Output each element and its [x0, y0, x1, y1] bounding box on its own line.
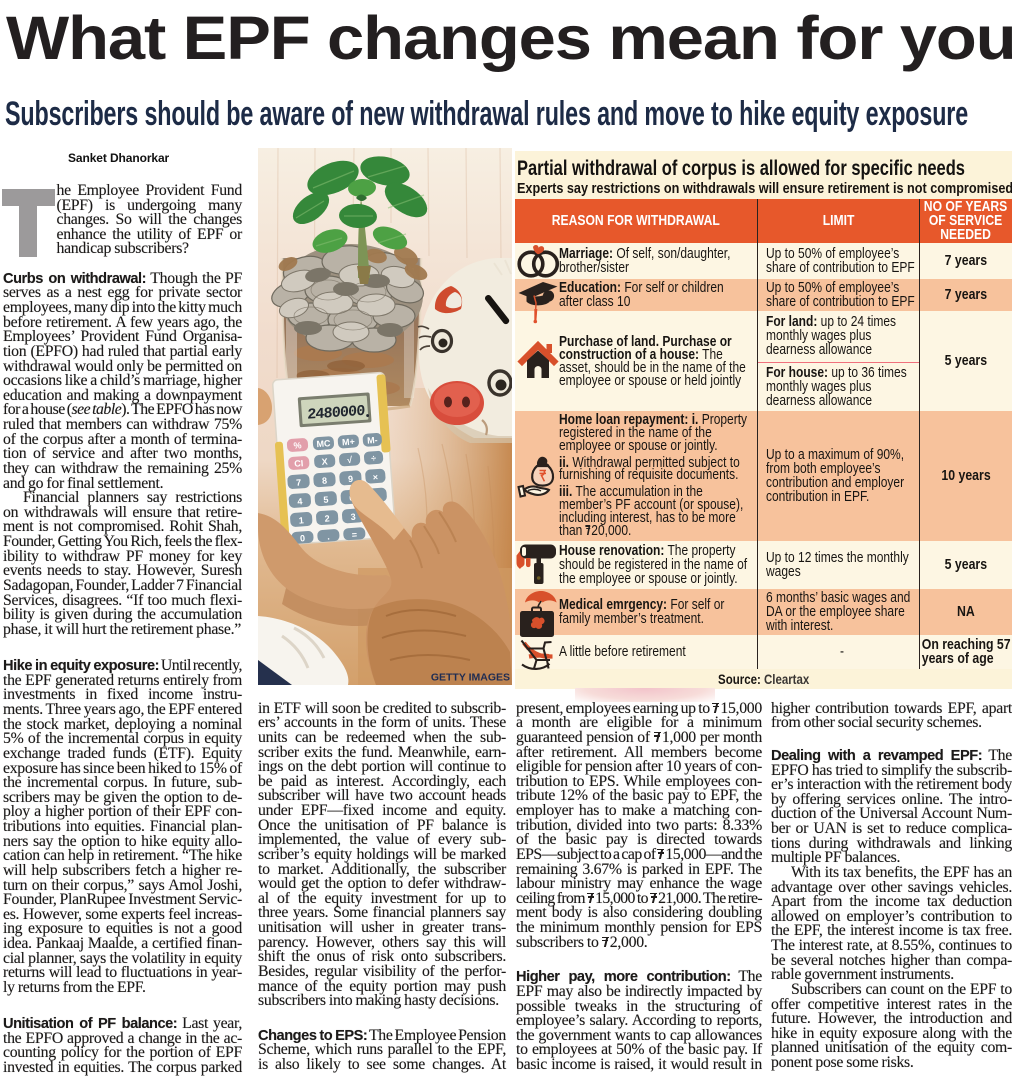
svg-text:.: . [327, 532, 330, 542]
svg-text:×: × [372, 472, 378, 482]
svg-text:5: 5 [323, 495, 329, 505]
svg-text:2: 2 [324, 513, 330, 523]
svg-text:2480000: 2480000 [307, 402, 365, 424]
svg-text:÷: ÷ [371, 453, 377, 463]
svg-text:GETTY IMAGES: GETTY IMAGES [431, 672, 510, 684]
svg-text:8: 8 [322, 476, 328, 486]
svg-text:1: 1 [298, 515, 304, 525]
svg-text:%: % [293, 440, 302, 451]
svg-text:M+: M+ [342, 437, 355, 448]
svg-text:MC: MC [316, 438, 331, 449]
svg-text:=: = [351, 530, 357, 540]
svg-text:X: X [321, 456, 328, 466]
svg-text:CI: CI [294, 458, 304, 469]
svg-text:M-: M- [367, 435, 378, 446]
svg-text:√: √ [347, 455, 353, 465]
svg-text:9: 9 [348, 474, 354, 484]
svg-text:3: 3 [350, 512, 356, 522]
svg-text:4: 4 [297, 496, 303, 506]
svg-text:0: 0 [300, 533, 306, 543]
svg-text:7: 7 [296, 477, 302, 487]
